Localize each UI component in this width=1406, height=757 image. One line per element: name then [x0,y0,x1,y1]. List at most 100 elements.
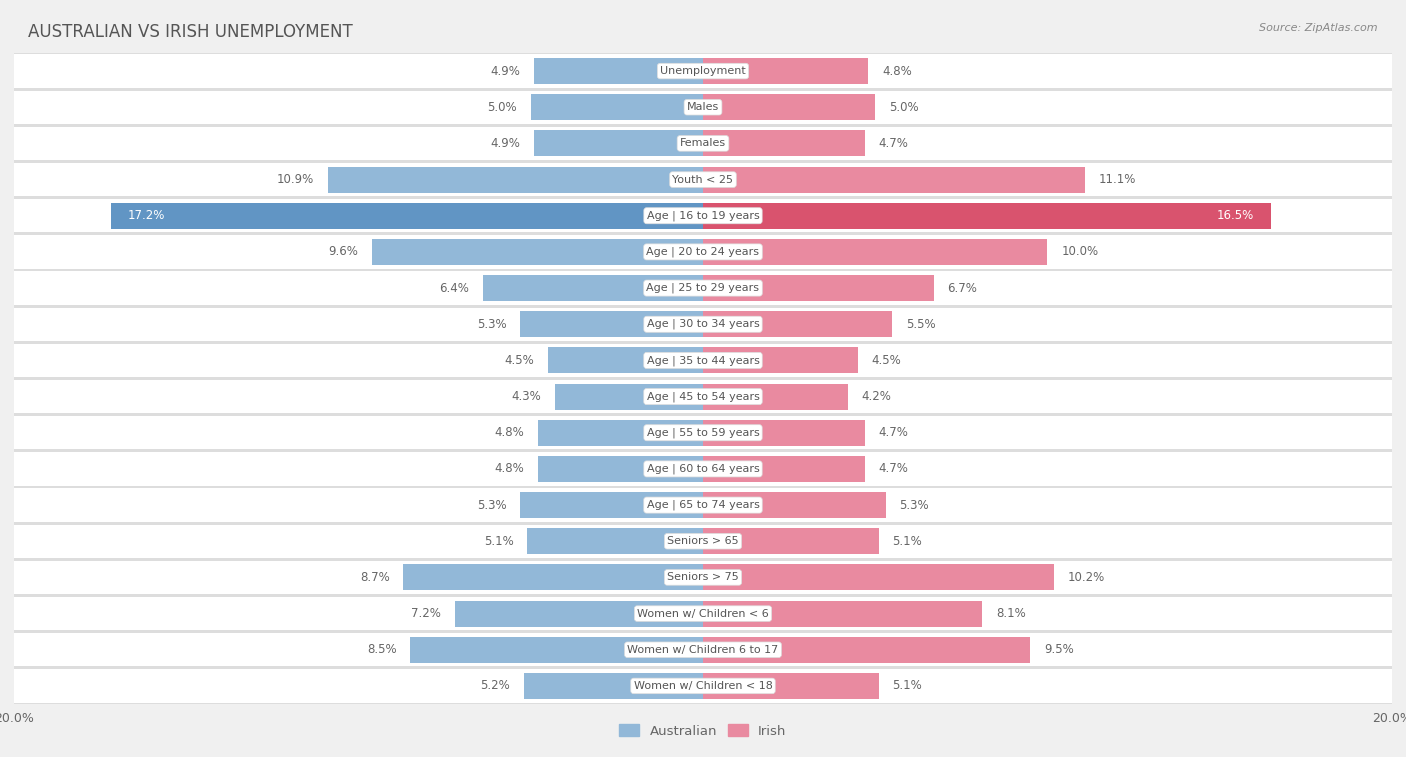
Bar [703,203,1271,229]
Text: Age | 65 to 74 years: Age | 65 to 74 years [647,500,759,510]
Bar [555,384,703,410]
Text: 10.0%: 10.0% [1062,245,1098,258]
Text: 4.7%: 4.7% [879,463,908,475]
Bar [703,94,875,120]
Bar [482,275,703,301]
FancyBboxPatch shape [14,669,1392,702]
Bar [703,130,865,157]
Text: 9.6%: 9.6% [329,245,359,258]
FancyBboxPatch shape [14,597,1392,631]
FancyBboxPatch shape [14,272,1392,305]
Text: 4.9%: 4.9% [491,64,520,77]
Text: Age | 60 to 64 years: Age | 60 to 64 years [647,464,759,474]
Text: Unemployment: Unemployment [661,66,745,76]
Text: 4.9%: 4.9% [491,137,520,150]
Bar [411,637,703,663]
Text: Women w/ Children < 6: Women w/ Children < 6 [637,609,769,618]
FancyBboxPatch shape [14,633,1392,666]
Text: Age | 30 to 34 years: Age | 30 to 34 years [647,319,759,329]
FancyBboxPatch shape [14,91,1392,124]
Text: Females: Females [681,139,725,148]
FancyBboxPatch shape [14,163,1392,196]
Text: 4.2%: 4.2% [862,390,891,403]
Bar [703,528,879,554]
Text: 16.5%: 16.5% [1218,209,1254,223]
Text: 4.8%: 4.8% [494,463,524,475]
FancyBboxPatch shape [14,307,1392,341]
Text: 5.1%: 5.1% [893,680,922,693]
Bar [527,528,703,554]
FancyBboxPatch shape [14,416,1392,450]
Text: 5.1%: 5.1% [893,534,922,548]
Bar [703,347,858,373]
FancyBboxPatch shape [14,199,1392,232]
Bar [703,384,848,410]
FancyBboxPatch shape [14,378,1392,415]
Bar [537,456,703,482]
Text: 8.1%: 8.1% [995,607,1025,620]
Bar [703,239,1047,265]
Text: Age | 35 to 44 years: Age | 35 to 44 years [647,355,759,366]
Bar [456,600,703,627]
Bar [703,565,1054,590]
FancyBboxPatch shape [14,342,1392,378]
Text: Youth < 25: Youth < 25 [672,175,734,185]
Bar [703,673,879,699]
Text: 8.7%: 8.7% [360,571,389,584]
Text: Age | 55 to 59 years: Age | 55 to 59 years [647,428,759,438]
Bar [328,167,703,192]
Bar [703,167,1085,192]
Text: Women w/ Children 6 to 17: Women w/ Children 6 to 17 [627,645,779,655]
Text: 4.5%: 4.5% [872,354,901,367]
Text: 9.5%: 9.5% [1045,643,1074,656]
FancyBboxPatch shape [14,126,1392,161]
FancyBboxPatch shape [14,525,1392,558]
FancyBboxPatch shape [14,55,1392,88]
Bar [703,311,893,338]
FancyBboxPatch shape [14,161,1392,198]
Bar [520,311,703,338]
Text: Age | 25 to 29 years: Age | 25 to 29 years [647,283,759,293]
Bar [703,600,981,627]
Text: Age | 16 to 19 years: Age | 16 to 19 years [647,210,759,221]
Bar [703,419,865,446]
Text: 10.2%: 10.2% [1069,571,1105,584]
FancyBboxPatch shape [14,126,1392,160]
FancyBboxPatch shape [14,415,1392,451]
Text: 5.3%: 5.3% [477,318,506,331]
FancyBboxPatch shape [14,235,1392,269]
Bar [534,58,703,84]
Text: Age | 45 to 54 years: Age | 45 to 54 years [647,391,759,402]
Text: 6.4%: 6.4% [439,282,468,294]
Bar [703,58,869,84]
Text: Seniors > 75: Seniors > 75 [666,572,740,582]
Text: 5.2%: 5.2% [481,680,510,693]
FancyBboxPatch shape [14,306,1392,342]
Text: Source: ZipAtlas.com: Source: ZipAtlas.com [1260,23,1378,33]
Legend: Australian, Irish: Australian, Irish [614,719,792,743]
Text: 4.8%: 4.8% [494,426,524,439]
FancyBboxPatch shape [14,270,1392,306]
Bar [703,456,865,482]
Text: 5.3%: 5.3% [900,499,929,512]
Bar [111,203,703,229]
Bar [524,673,703,699]
Text: 4.8%: 4.8% [882,64,912,77]
FancyBboxPatch shape [14,451,1392,487]
Text: 10.9%: 10.9% [277,173,314,186]
Text: 5.1%: 5.1% [484,534,513,548]
FancyBboxPatch shape [14,596,1392,631]
FancyBboxPatch shape [14,488,1392,522]
Text: 4.7%: 4.7% [879,426,908,439]
Text: 6.7%: 6.7% [948,282,977,294]
FancyBboxPatch shape [14,561,1392,594]
FancyBboxPatch shape [14,344,1392,377]
Text: Seniors > 65: Seniors > 65 [668,536,738,547]
Text: 17.2%: 17.2% [128,209,165,223]
FancyBboxPatch shape [14,631,1392,668]
Text: 5.5%: 5.5% [907,318,936,331]
Bar [703,275,934,301]
Text: Women w/ Children < 18: Women w/ Children < 18 [634,681,772,691]
Bar [373,239,703,265]
Text: 8.5%: 8.5% [367,643,396,656]
